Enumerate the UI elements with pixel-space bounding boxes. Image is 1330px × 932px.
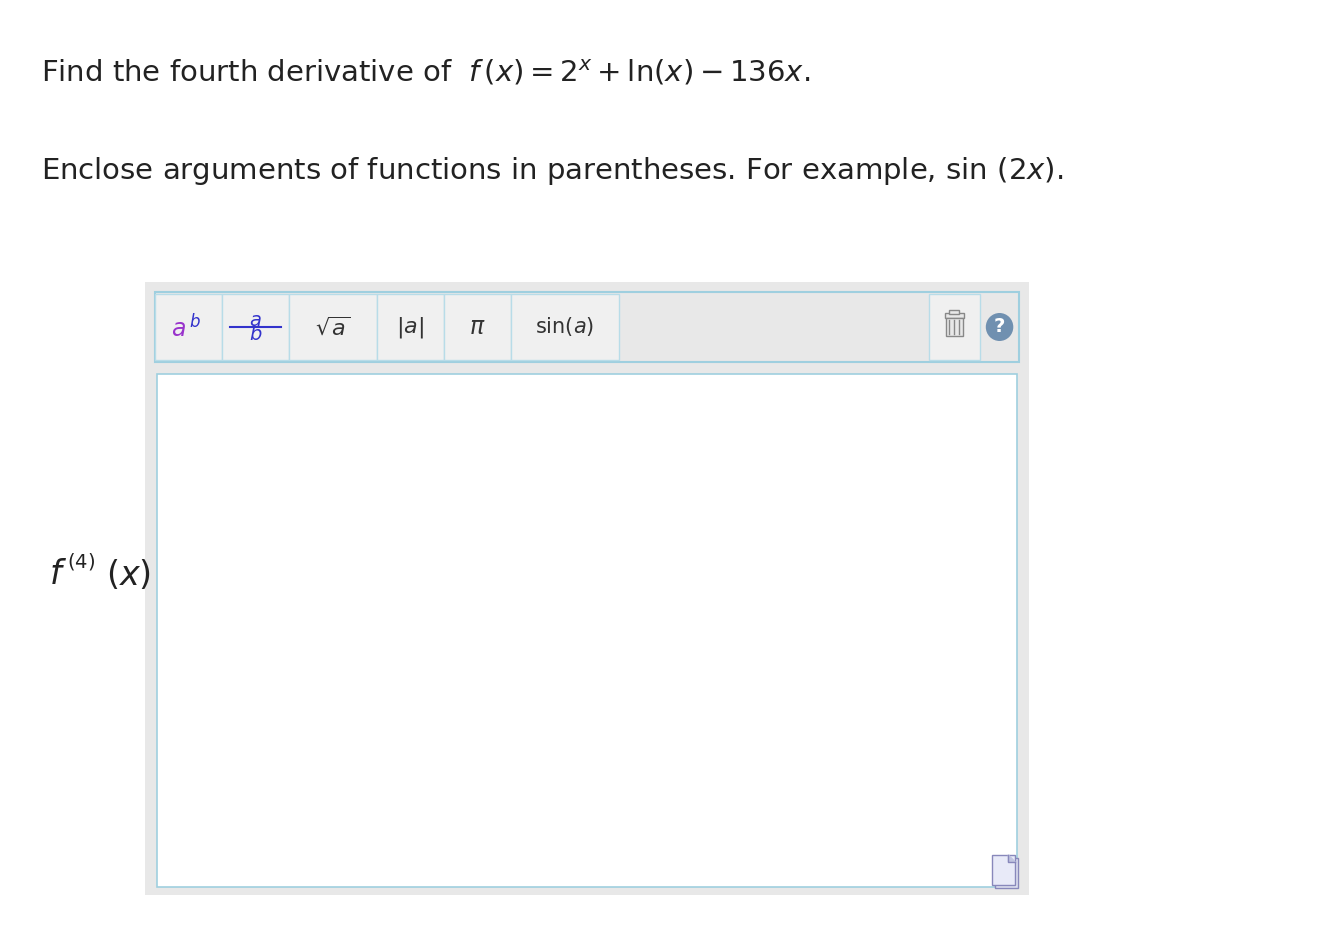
Bar [289, 294, 376, 360]
Polygon shape [1008, 855, 1015, 862]
Bar [928, 294, 980, 360]
Bar [946, 318, 963, 336]
Bar [222, 294, 289, 360]
Text: Find the fourth derivative of  $f\,(x) = 2^{x} + \ln(x) - 136x.$: Find the fourth derivative of $f\,(x) = … [41, 58, 810, 88]
Text: $\sin(a)$: $\sin(a)$ [535, 316, 595, 338]
Text: $\sqrt{a}$: $\sqrt{a}$ [315, 316, 351, 338]
Text: $|a|$: $|a|$ [396, 314, 424, 339]
Bar [157, 374, 1017, 887]
Bar [950, 310, 959, 314]
Text: $\mathit{b}$: $\mathit{b}$ [249, 324, 262, 344]
Bar [156, 292, 1019, 362]
Bar [992, 855, 1015, 885]
Bar [145, 282, 1029, 895]
Bar [511, 294, 618, 360]
Text: ?: ? [994, 318, 1005, 336]
Bar [944, 313, 964, 318]
Text: Enclose arguments of functions in parentheses. For example, $\sin\,(2x)$.: Enclose arguments of functions in parent… [41, 155, 1064, 187]
Text: $\pi$: $\pi$ [469, 315, 485, 339]
Text: $f$: $f$ [49, 558, 66, 592]
Bar [995, 858, 1019, 888]
Bar [444, 294, 511, 360]
Bar [376, 294, 444, 360]
Bar [982, 294, 1017, 360]
Text: $(x)$: $(x)$ [106, 558, 152, 592]
Text: $\mathit{a}$: $\mathit{a}$ [170, 317, 186, 341]
Text: $(4)$: $(4)$ [66, 551, 94, 571]
Bar [156, 294, 222, 360]
Text: $\mathit{b}$: $\mathit{b}$ [189, 313, 201, 331]
Text: $\mathit{a}$: $\mathit{a}$ [249, 311, 262, 331]
Circle shape [986, 313, 1013, 341]
